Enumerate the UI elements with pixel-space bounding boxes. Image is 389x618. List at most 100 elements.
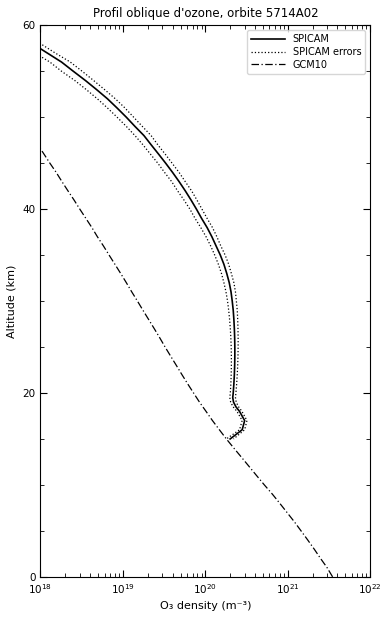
SPICAM errors — [204, 233, 209, 240]
GCM10 — [247, 463, 251, 470]
SPICAM — [222, 261, 226, 268]
SPICAM — [156, 150, 161, 158]
SPICAM — [232, 325, 237, 332]
SPICAM errors — [216, 261, 221, 268]
SPICAM errors — [226, 307, 231, 314]
SPICAM — [163, 159, 168, 167]
Line: SPICAM: SPICAM — [0, 25, 245, 439]
SPICAM errors — [124, 123, 129, 130]
SPICAM errors — [162, 169, 167, 176]
SPICAM — [228, 435, 233, 442]
SPICAM errors — [229, 344, 233, 351]
SPICAM — [142, 132, 146, 139]
SPICAM — [124, 114, 129, 121]
SPICAM — [189, 197, 193, 204]
SPICAM errors — [219, 270, 224, 277]
SPICAM errors — [32, 49, 37, 57]
SPICAM — [149, 141, 154, 148]
Legend: SPICAM, SPICAM errors, GCM10: SPICAM, SPICAM errors, GCM10 — [247, 30, 365, 74]
SPICAM — [227, 279, 231, 286]
SPICAM errors — [229, 352, 234, 360]
SPICAM errors — [224, 288, 228, 295]
SPICAM — [170, 169, 175, 176]
Y-axis label: Altitude (km): Altitude (km) — [7, 265, 17, 338]
SPICAM — [218, 252, 223, 259]
SPICAM errors — [17, 40, 21, 48]
SPICAM errors — [95, 95, 100, 103]
SPICAM — [231, 389, 236, 397]
SPICAM errors — [169, 178, 174, 185]
SPICAM — [210, 233, 214, 240]
SPICAM errors — [229, 362, 234, 369]
SPICAM — [133, 123, 137, 130]
GCM10 — [101, 242, 106, 250]
SPICAM errors — [229, 371, 233, 378]
SPICAM — [224, 270, 229, 277]
SPICAM errors — [175, 187, 180, 195]
SPICAM — [115, 104, 119, 112]
SPICAM — [177, 178, 181, 185]
X-axis label: O₃ density (m⁻³): O₃ density (m⁻³) — [159, 601, 251, 611]
SPICAM errors — [228, 389, 233, 397]
SPICAM — [194, 205, 199, 213]
SPICAM errors — [228, 394, 232, 401]
SPICAM errors — [115, 114, 119, 121]
SPICAM — [214, 242, 218, 250]
SPICAM — [240, 426, 245, 433]
SPICAM — [71, 67, 75, 75]
SPICAM errors — [235, 408, 239, 415]
SPICAM errors — [237, 426, 242, 433]
SPICAM errors — [133, 132, 137, 139]
SPICAM errors — [240, 417, 245, 425]
SPICAM — [231, 307, 236, 314]
SPICAM — [105, 95, 110, 103]
Title: Profil oblique d'ozone, orbite 5714A02: Profil oblique d'ozone, orbite 5714A02 — [93, 7, 318, 20]
SPICAM errors — [227, 316, 232, 323]
SPICAM — [231, 316, 236, 323]
SPICAM — [45, 49, 49, 57]
GCM10 — [4, 95, 9, 103]
SPICAM errors — [198, 224, 203, 231]
SPICAM — [233, 344, 237, 351]
SPICAM errors — [148, 150, 152, 158]
SPICAM — [229, 288, 233, 295]
GCM10 — [185, 380, 190, 387]
Line: SPICAM errors: SPICAM errors — [0, 25, 242, 439]
SPICAM — [233, 352, 237, 360]
SPICAM errors — [228, 399, 233, 406]
SPICAM errors — [222, 279, 226, 286]
SPICAM — [231, 380, 236, 387]
SPICAM — [230, 394, 235, 401]
SPICAM — [30, 40, 35, 48]
SPICAM errors — [193, 214, 197, 222]
SPICAM errors — [224, 435, 229, 442]
SPICAM errors — [0, 31, 5, 38]
SPICAM — [94, 86, 99, 93]
SPICAM errors — [208, 242, 213, 250]
SPICAM — [83, 77, 88, 84]
SPICAM errors — [225, 297, 230, 305]
SPICAM errors — [228, 380, 233, 387]
SPICAM errors — [156, 159, 160, 167]
SPICAM errors — [72, 77, 77, 84]
SPICAM — [232, 371, 237, 378]
SPICAM errors — [105, 104, 110, 112]
Line: GCM10: GCM10 — [0, 25, 333, 577]
SPICAM — [13, 31, 18, 38]
SPICAM — [232, 334, 237, 342]
SPICAM errors — [231, 403, 235, 410]
SPICAM errors — [187, 205, 192, 213]
SPICAM — [242, 417, 247, 425]
SPICAM — [231, 399, 236, 406]
SPICAM errors — [212, 252, 217, 259]
GCM10 — [330, 573, 335, 580]
SPICAM errors — [140, 141, 145, 148]
SPICAM — [183, 187, 187, 195]
SPICAM — [230, 297, 235, 305]
GCM10 — [231, 444, 236, 452]
SPICAM — [205, 224, 209, 231]
SPICAM errors — [228, 334, 233, 342]
SPICAM — [199, 214, 204, 222]
SPICAM — [233, 403, 238, 410]
SPICAM errors — [47, 58, 52, 66]
